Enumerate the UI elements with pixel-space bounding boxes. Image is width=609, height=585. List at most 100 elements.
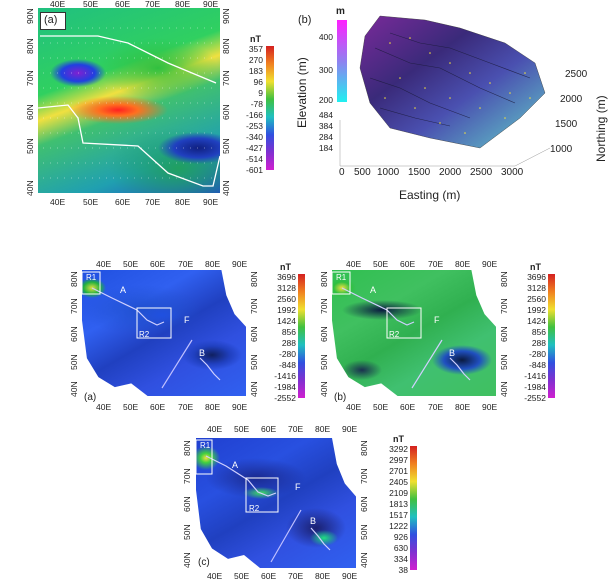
colorbar-label: -848: [278, 360, 296, 370]
y-tick: 80N: [69, 271, 79, 287]
colorbar-label: 96: [253, 77, 263, 87]
colorbar-label: 1424: [527, 316, 546, 326]
x-tick: 0: [339, 167, 345, 178]
colorbar-label: 400: [318, 32, 333, 42]
y-tick: 60N: [25, 104, 35, 120]
x-tick: 70E: [178, 402, 194, 412]
colorbar-label: 926: [393, 532, 408, 542]
colorbar-label: 357: [248, 44, 263, 54]
colorbar-label: -166: [245, 110, 263, 120]
annotation-r1: R1: [86, 273, 97, 282]
y-tick: 60N: [221, 104, 231, 120]
y-tick: 70N: [319, 298, 329, 314]
y-tick: 60N: [499, 326, 509, 342]
annotation-f: F: [295, 482, 301, 492]
z-axis-title: Elevation (m): [295, 57, 309, 128]
x-tick: 90E: [203, 0, 219, 9]
colorbar-label: -253: [245, 121, 263, 131]
panel-label: (a): [44, 14, 58, 26]
y-tick: 70N: [249, 298, 259, 314]
x-tick: 40E: [50, 0, 66, 9]
y-tick: 70N: [499, 298, 509, 314]
colorbar-unit: nT: [250, 34, 261, 44]
y-tick: 2000: [560, 94, 583, 105]
colorbar-label: -280: [278, 349, 296, 359]
x-tick: 80E: [315, 571, 331, 581]
x-tick: 40E: [207, 424, 223, 434]
colorbar-label: 3696: [277, 272, 296, 282]
x-tick: 40E: [50, 197, 66, 207]
y-tick: 40N: [182, 552, 192, 568]
annotation-f: F: [184, 315, 190, 325]
y-tick: 80N: [359, 440, 369, 456]
annotation-a: A: [120, 285, 127, 295]
x-tick: 70E: [178, 259, 194, 269]
colorbar-unit: nT: [530, 262, 541, 272]
x-tick: 90E: [482, 259, 498, 269]
y-tick: 60N: [319, 326, 329, 342]
colorbar-label: 270: [248, 55, 263, 65]
x-tick: 60E: [261, 424, 277, 434]
y-tick: 50N: [221, 138, 231, 154]
x-tick: 70E: [428, 402, 444, 412]
y-tick: 60N: [69, 326, 79, 342]
colorbar-label: 2560: [527, 294, 546, 304]
colorbar-label: -1984: [274, 382, 296, 392]
y-tick: 1500: [555, 119, 578, 130]
x-tick: 70E: [428, 259, 444, 269]
x-tick: 60E: [400, 259, 416, 269]
colorbar-label: 3128: [527, 283, 546, 293]
y-tick: 50N: [182, 524, 192, 540]
colorbar-label: 38: [398, 565, 408, 575]
x-tick: 90E: [482, 402, 498, 412]
anomaly-map: R1 R2 A B F: [82, 270, 246, 396]
x-tick: 60E: [115, 197, 131, 207]
annotation-f: F: [434, 315, 440, 325]
colorbar-label: -1416: [524, 371, 546, 381]
x-tick: 3000: [501, 167, 524, 178]
x-tick: 70E: [145, 0, 161, 9]
y-tick: 70N: [25, 70, 35, 86]
x-tick: 70E: [288, 571, 304, 581]
y-tick: 50N: [69, 354, 79, 370]
x-tick: 50E: [83, 197, 99, 207]
x-tick: 1000: [377, 167, 400, 178]
y-tick: 50N: [319, 354, 329, 370]
y-tick: 40N: [69, 381, 79, 397]
x-tick: 1500: [408, 167, 431, 178]
colorbar-label: 856: [281, 327, 296, 337]
colorbar: [298, 274, 305, 398]
x-tick: 60E: [115, 0, 131, 9]
colorbar-label: 2997: [389, 455, 408, 465]
colorbar-label: 3128: [277, 283, 296, 293]
y-tick: 1000: [550, 144, 573, 155]
colorbar-label: 288: [531, 338, 546, 348]
colorbar-label: 300: [318, 65, 333, 75]
x-tick: 40E: [346, 402, 362, 412]
y-tick: 80N: [25, 38, 35, 54]
x-tick: 80E: [455, 402, 471, 412]
y-tick: 70N: [221, 70, 231, 86]
anomaly-map: R1 R2 A B F: [196, 438, 356, 568]
colorbar-label: 1517: [389, 510, 408, 520]
y-tick: 40N: [249, 381, 259, 397]
panel-label-box: (a): [40, 12, 66, 30]
colorbar-label: 3292: [389, 444, 408, 454]
terrain-surface-3d: [339, 15, 551, 167]
x-tick: 80E: [205, 259, 221, 269]
colorbar: [410, 446, 417, 570]
x-tick: 40E: [207, 571, 223, 581]
colorbar-label: 1992: [527, 305, 546, 315]
colorbar-label: 9: [258, 88, 263, 98]
colorbar-label: 1992: [277, 305, 296, 315]
x-tick: 50E: [123, 402, 139, 412]
annotation-a: A: [370, 285, 377, 295]
elevation-colorbar: [337, 20, 347, 102]
annotation-a: A: [232, 460, 239, 470]
magnetic-anomaly-map-a: (a): [38, 8, 220, 193]
x-tick: 80E: [175, 197, 191, 207]
annotation-b: B: [310, 516, 317, 526]
x-tick: 90E: [342, 424, 358, 434]
y-tick: 80N: [499, 271, 509, 287]
x-tick: 40E: [96, 402, 112, 412]
